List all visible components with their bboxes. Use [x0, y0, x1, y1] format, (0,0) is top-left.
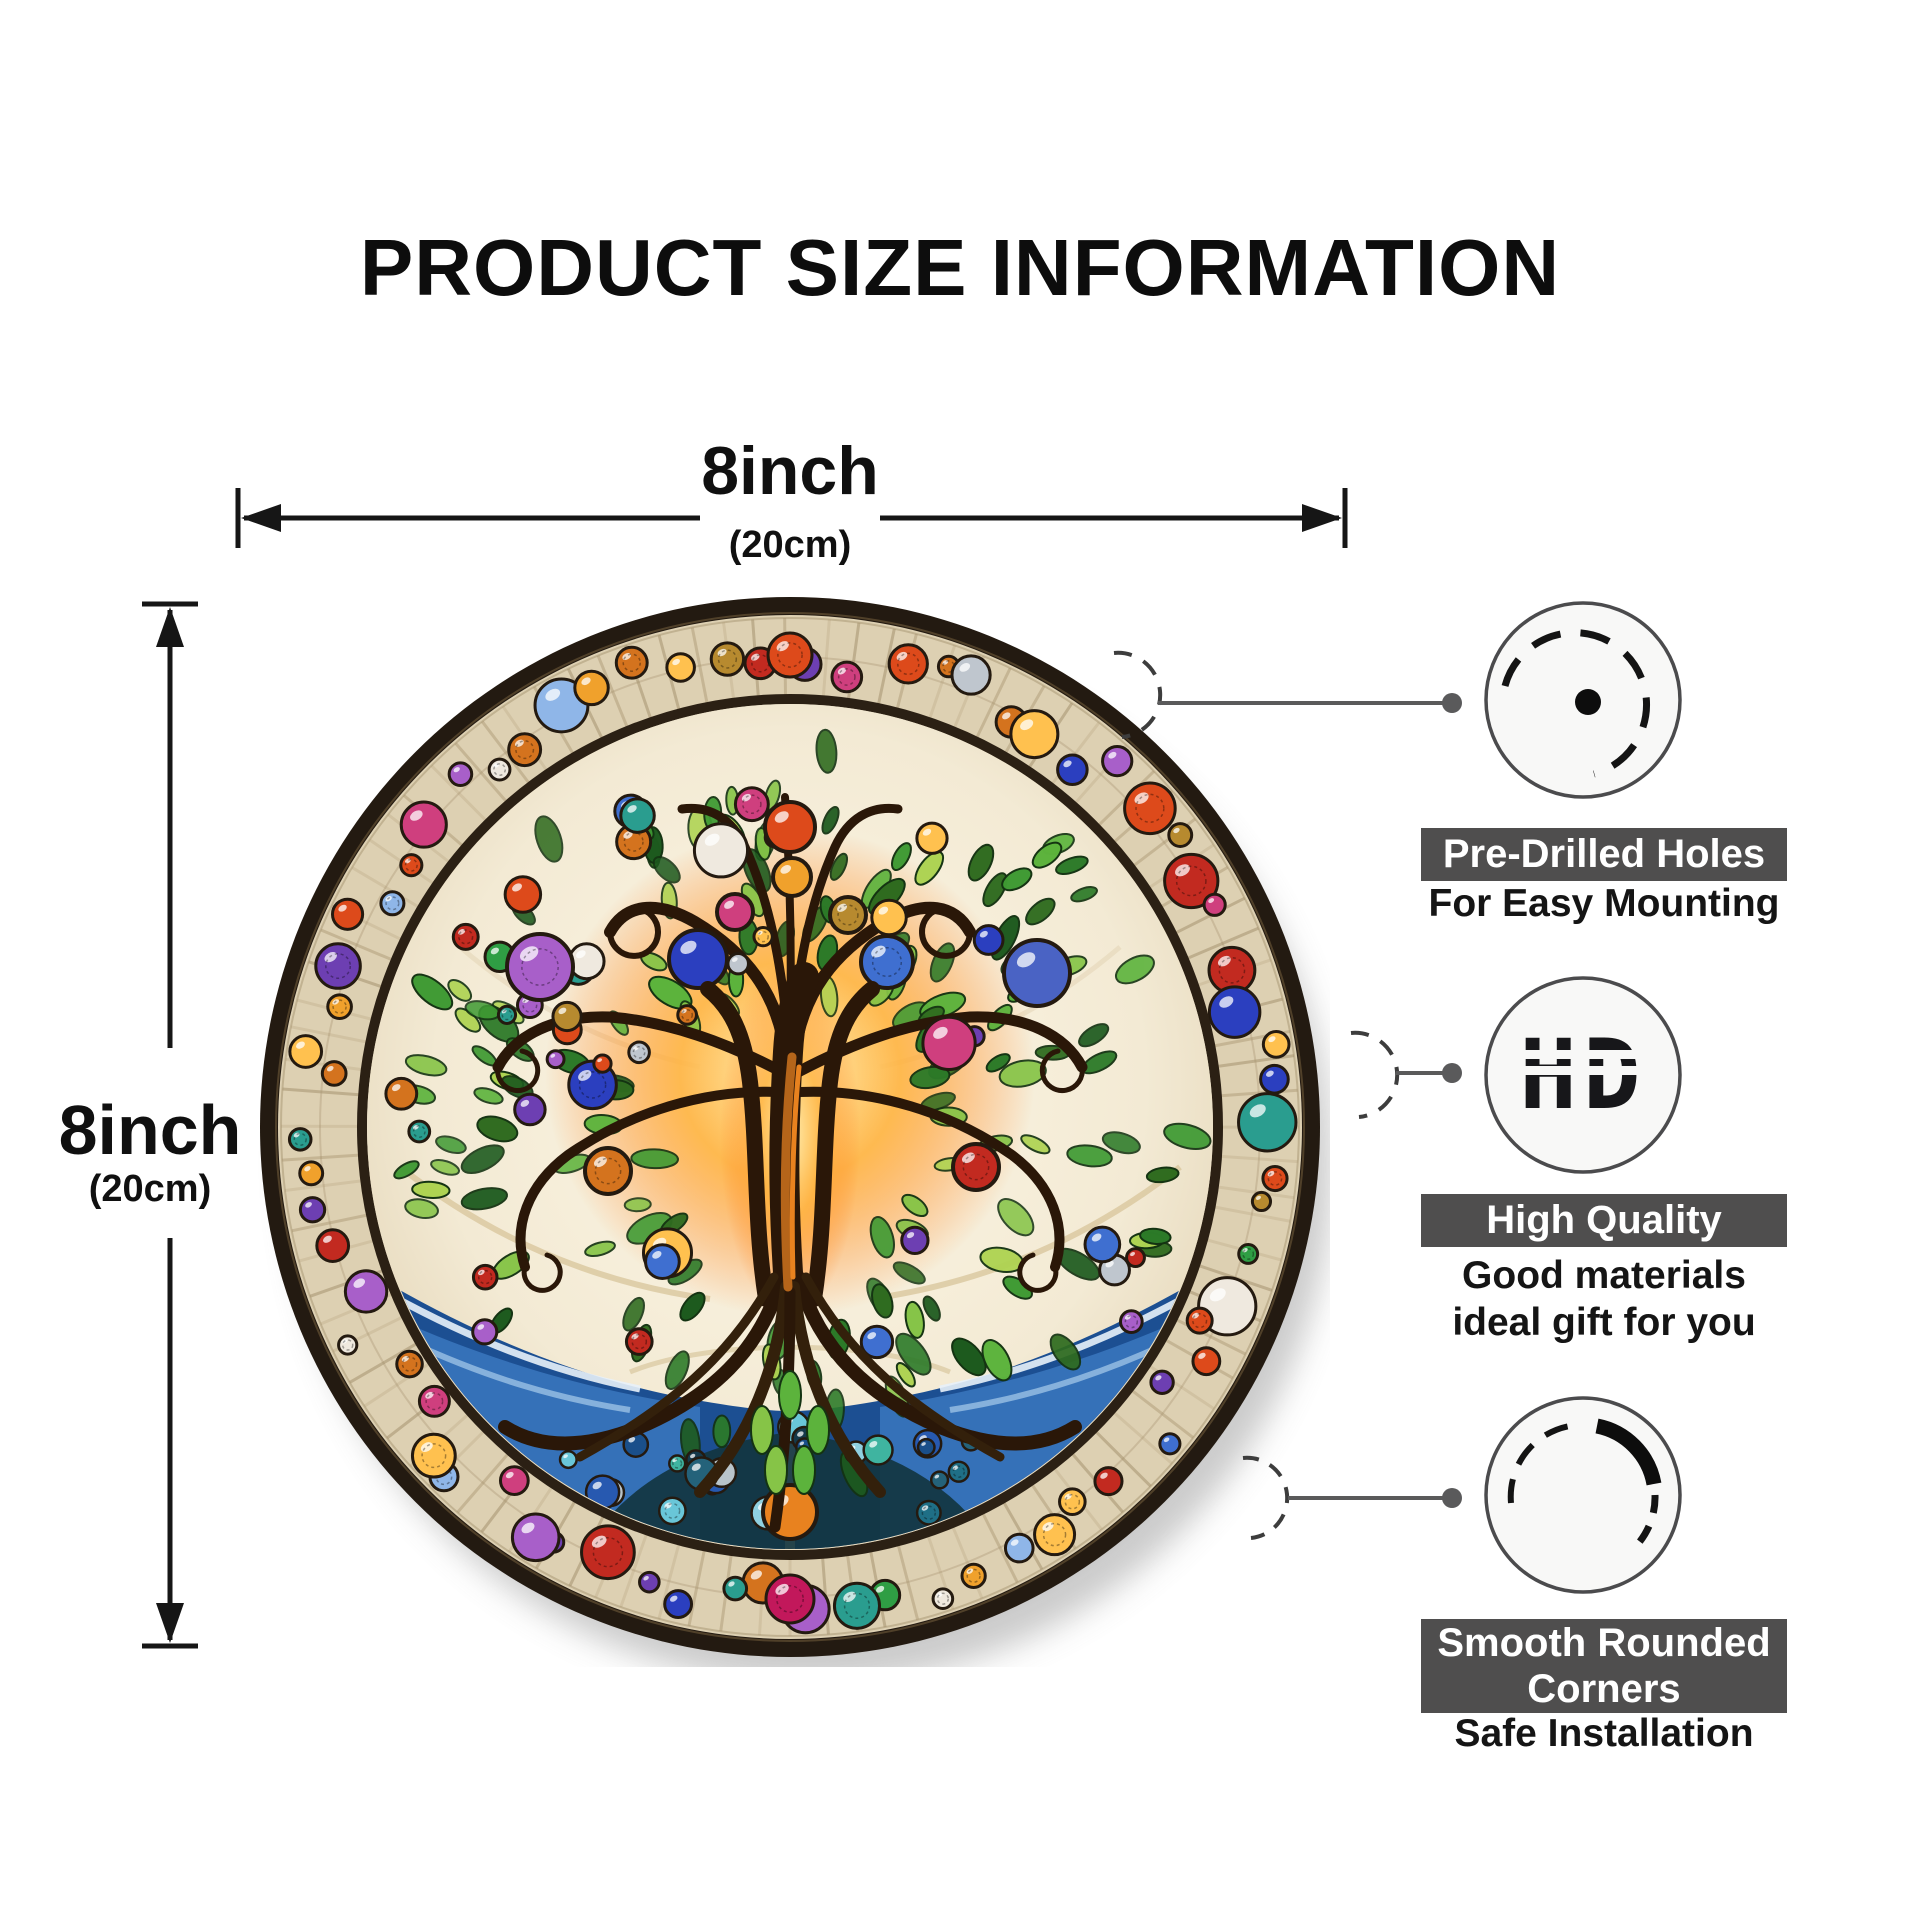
hd-icon-glyph: HD: [1486, 978, 1680, 1172]
feature-subtext-easy-mounting: For Easy Mounting: [1428, 882, 1780, 925]
product-image-stained-glass-tree-of-life: [260, 597, 1330, 1667]
feature-subtext-safe-installation: Safe Installation: [1454, 1712, 1754, 1755]
width-dimension-metric: (20cm): [728, 524, 852, 566]
feature-subtext-good-materials: Good materials ideal gift for you: [1452, 1254, 1756, 1344]
hd-icon-text: HD: [1519, 1019, 1647, 1131]
rounded-corner-icon: [1484, 1396, 1682, 1594]
hd-dash-stripe: [1510, 1066, 1660, 1075]
page-title: PRODUCT SIZE INFORMATION: [359, 222, 1561, 312]
width-dimension-value: 8inch: [701, 433, 879, 509]
fruit-gems: [384, 786, 1146, 1360]
detail-position-marker: [1350, 1030, 1400, 1119]
height-dimension-metric: (20cm): [88, 1168, 212, 1210]
feature-heading-high-quality: High Quality: [1421, 1194, 1787, 1247]
feature-heading-smooth-rounded-corners: Smooth Rounded Corners: [1421, 1619, 1787, 1713]
bottom-leaf-cluster: [750, 1370, 830, 1495]
inner-separator-ring: [357, 694, 1223, 1560]
border-gems: [287, 631, 1298, 1635]
rim-highlight: [275, 612, 1305, 1642]
hd-dash-stripe: [1510, 1050, 1660, 1059]
feature-heading-pre-drilled-holes: Pre-Drilled Holes: [1421, 828, 1787, 881]
tree-trunk-and-roots: [498, 962, 1082, 1533]
height-dimension-value: 8inch: [58, 1091, 242, 1169]
pre-drilled-hole-icon: [1484, 601, 1682, 799]
